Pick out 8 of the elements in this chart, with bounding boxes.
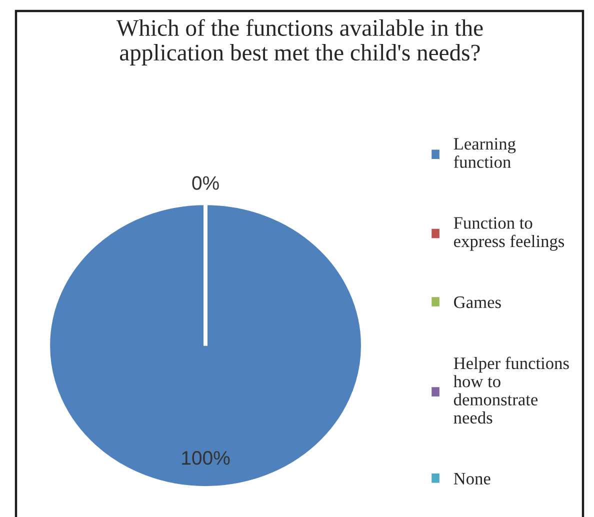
legend-label: Function to express feelings	[454, 217, 564, 251]
chart-title: Which of the functions available in the application best met the child's needs?	[116, 19, 483, 66]
legend-label: Helper functions how to demonstrate needs	[453, 356, 569, 424]
legend-label: Games	[454, 296, 501, 308]
data-label: 100%	[182, 451, 230, 465]
legend-label: Learning function	[454, 138, 516, 168]
legend-label: None	[454, 472, 490, 484]
text: 0%	[192, 176, 219, 190]
